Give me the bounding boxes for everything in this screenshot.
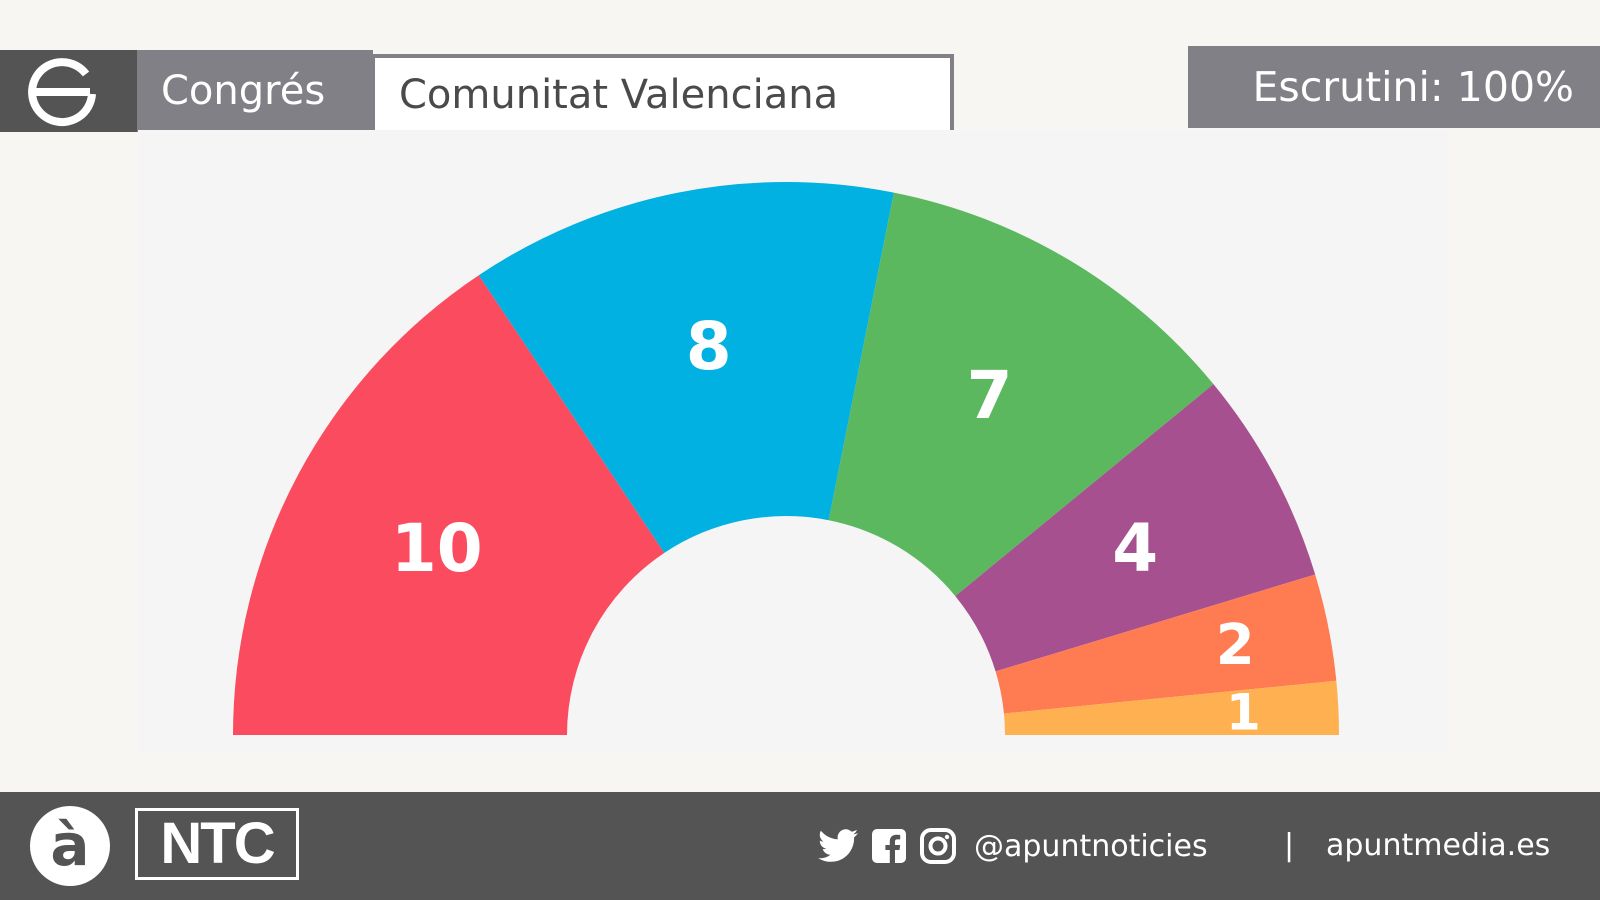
- hemicycle-segment-7: [828, 192, 1214, 597]
- seat-label-10: 10: [391, 510, 483, 587]
- hemicycle-segment-2: [995, 574, 1337, 714]
- scrutiny-status: Escrutini: 100%: [1188, 46, 1600, 128]
- seat-label-4: 4: [1112, 510, 1158, 587]
- seat-label-2: 2: [1216, 613, 1255, 678]
- chart-panel: 10 8 7 4 2 1: [138, 130, 1448, 752]
- hemicycle-chart: 10 8 7 42 1: [233, 182, 1339, 742]
- social-handle[interactable]: @apuntnoticies: [974, 828, 1208, 864]
- footer: à NTC @apuntnoticies | apuntmedia.es: [0, 792, 1600, 900]
- e19-logo: [0, 50, 137, 132]
- website-link[interactable]: apuntmedia.es: [1326, 828, 1551, 863]
- seat-label-1: 1: [1226, 684, 1261, 742]
- ntc-logo: NTC: [135, 808, 299, 880]
- facebook-icon[interactable]: [872, 829, 906, 863]
- hemicycle-segment-4: [955, 384, 1316, 672]
- section-label: Congrés: [137, 50, 373, 132]
- region-label: Comunitat Valenciana: [371, 54, 954, 136]
- hemicycle-segment-8: [478, 182, 894, 553]
- e19-logo-icon: [28, 58, 96, 127]
- hemicycle-segment-10: [233, 275, 665, 735]
- twitter-icon[interactable]: [818, 829, 858, 863]
- footer-separator: |: [1284, 828, 1295, 863]
- seat-label-7: 7: [967, 357, 1013, 434]
- social-links: @apuntnoticies: [818, 822, 1208, 870]
- instagram-icon[interactable]: [920, 828, 956, 864]
- seat-label-8: 8: [686, 308, 732, 385]
- apunt-logo: à: [30, 806, 110, 886]
- hemicycle-segment-1: [1003, 680, 1339, 735]
